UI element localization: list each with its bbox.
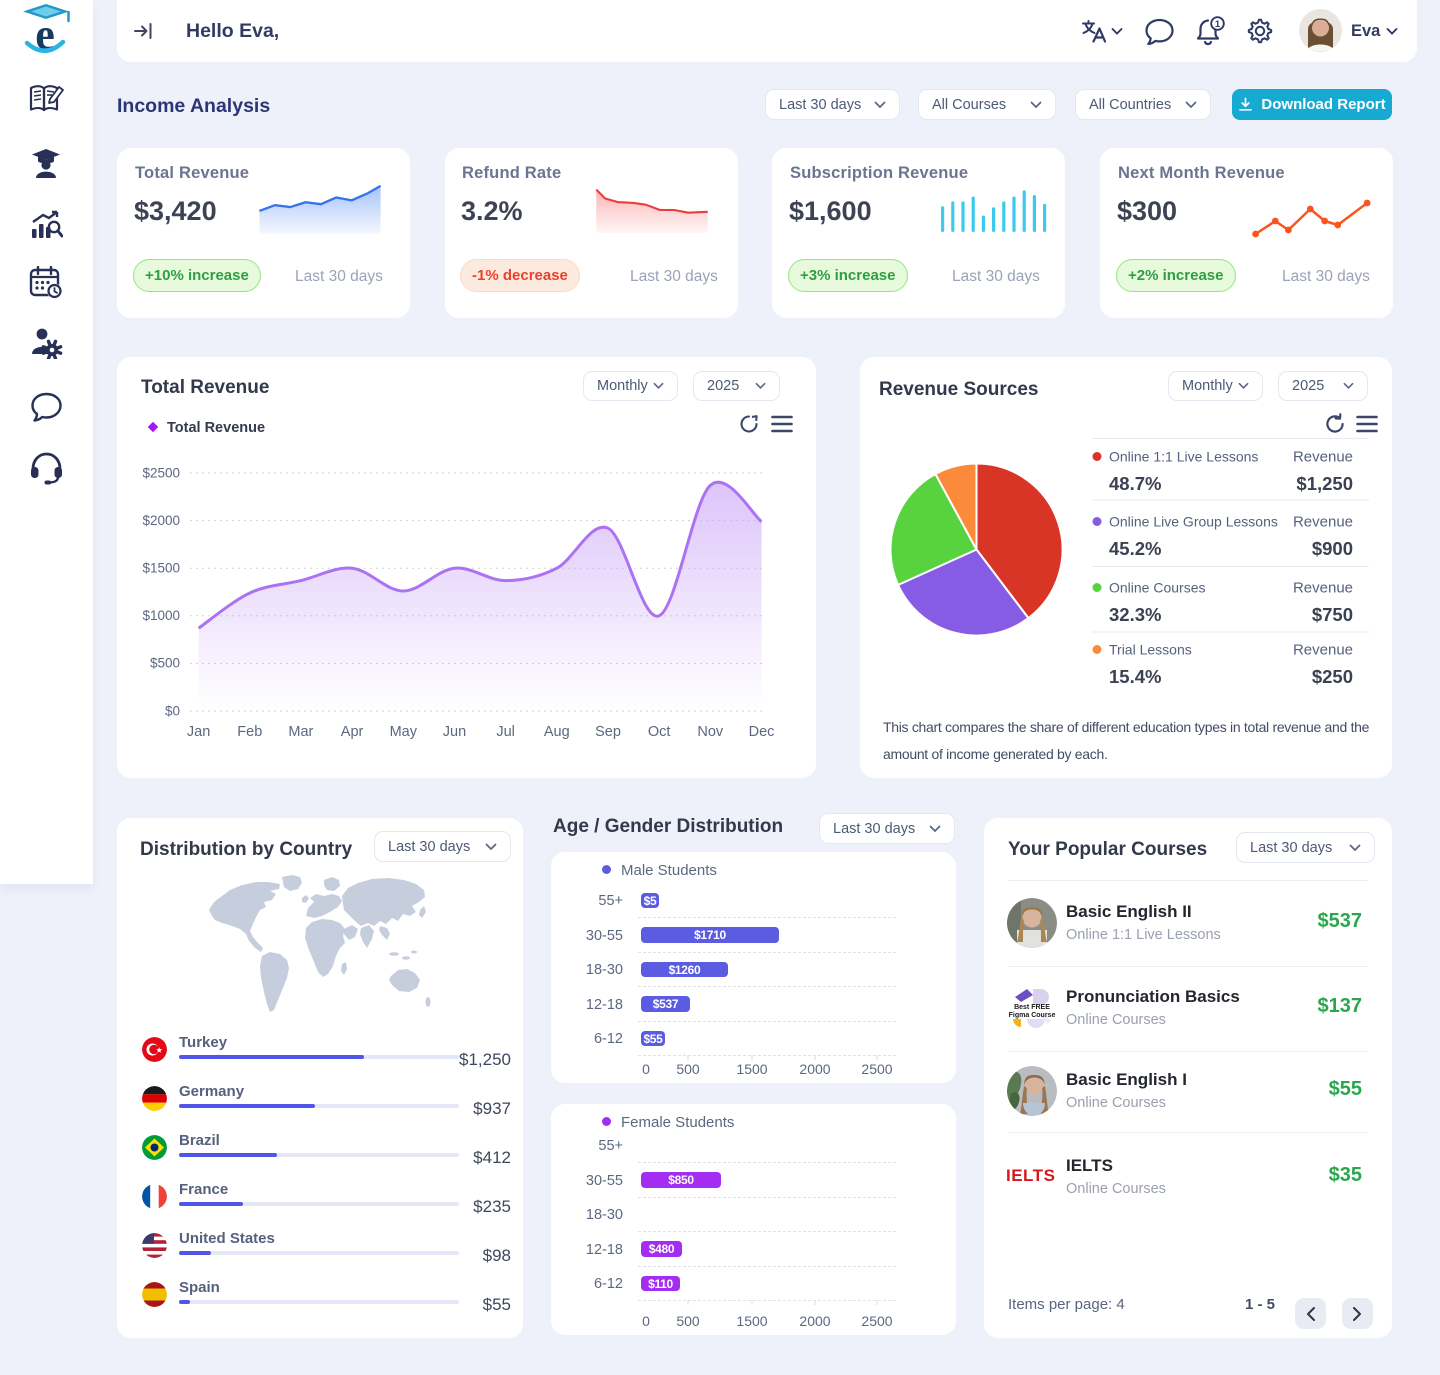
svg-text:$0: $0	[165, 704, 180, 719]
svg-text:Revenue: Revenue	[1293, 580, 1353, 597]
svg-text:48.7%: 48.7%	[1109, 473, 1161, 494]
svg-text:$250: $250	[1312, 666, 1353, 687]
svg-text:Nov: Nov	[697, 724, 724, 740]
svg-text:Mar: Mar	[288, 724, 313, 740]
svg-text:Jul: Jul	[496, 724, 515, 740]
svg-text:Revenue: Revenue	[1293, 642, 1353, 659]
svg-text:Aug: Aug	[544, 724, 570, 740]
svg-text:45.2%: 45.2%	[1109, 538, 1161, 559]
svg-text:Revenue: Revenue	[1293, 514, 1353, 531]
svg-text:Figma Course: Figma Course	[1009, 1012, 1056, 1019]
svg-text:Jun: Jun	[443, 724, 466, 740]
svg-text:Oct: Oct	[648, 724, 671, 740]
svg-text:Online Live Group Lessons: Online Live Group Lessons	[1109, 514, 1278, 530]
svg-text:Jan: Jan	[187, 724, 210, 740]
svg-text:Best FREE: Best FREE	[1014, 1004, 1050, 1011]
svg-text:Sep: Sep	[595, 724, 621, 740]
svg-text:Revenue: Revenue	[1293, 449, 1353, 466]
svg-text:Trial Lessons: Trial Lessons	[1109, 642, 1192, 658]
svg-text:Online Courses: Online Courses	[1109, 580, 1206, 596]
svg-text:$1,250: $1,250	[1296, 473, 1353, 494]
svg-text:Apr: Apr	[341, 724, 364, 740]
svg-text:$2500: $2500	[142, 466, 180, 481]
svg-text:Online 1:1 Live Lessons: Online 1:1 Live Lessons	[1109, 449, 1258, 465]
svg-text:e: e	[35, 10, 55, 59]
svg-text:Feb: Feb	[237, 724, 262, 740]
svg-text:$750: $750	[1312, 604, 1353, 625]
svg-text:32.3%: 32.3%	[1109, 604, 1161, 625]
svg-text:$1500: $1500	[142, 561, 180, 576]
svg-text:Dec: Dec	[749, 724, 775, 740]
svg-text:$2000: $2000	[142, 513, 180, 528]
svg-text:$900: $900	[1312, 538, 1353, 559]
svg-text:$1000: $1000	[142, 608, 180, 623]
svg-text:$500: $500	[150, 656, 180, 671]
svg-text:May: May	[390, 724, 418, 740]
svg-text:15.4%: 15.4%	[1109, 666, 1161, 687]
svg-text:1: 1	[1215, 19, 1221, 30]
